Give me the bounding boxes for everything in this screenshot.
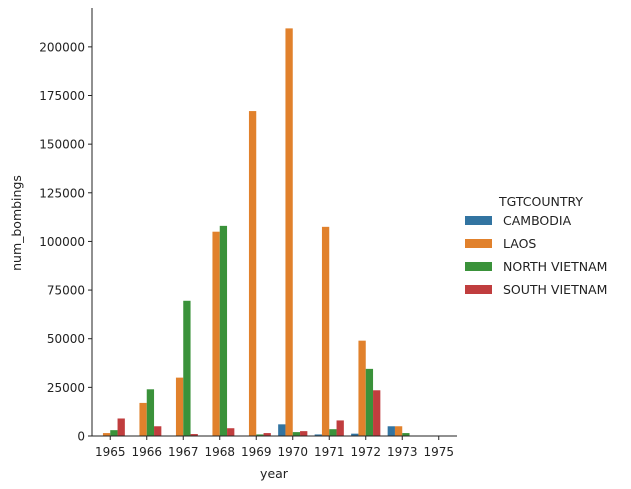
bar-south-vietnam-1971 [336,420,344,436]
y-axis: 0 25000 50000 75000 100000 125000 150000 175000… [39,8,93,444]
bar-laos-1965 [102,433,111,436]
legend-swatch-cambodia [465,216,492,225]
bars-group [102,28,410,436]
legend-title: TGTCOUNTRY [498,194,583,209]
bar-cambodia-1973 [387,426,395,436]
x-axis-label: year [260,466,289,481]
y-tick-label: 100000 [39,235,85,249]
bar-laos-1969 [248,111,257,436]
x-axis: 1965 1966 1967 1968 1969 1970 1971 1972 1973 1975 [92,435,457,459]
bar-north-vietnam-1972 [365,368,374,436]
bar-laos-1970 [285,28,293,436]
bar-south-vietnam-1965 [117,418,125,436]
bar-north-vietnam-1968 [219,225,228,436]
legend: TGTCOUNTRY CAMBODIA LAOS NORTH VIETNAM SOUT… [465,194,607,297]
x-tick-label: 1969 [241,445,272,459]
y-axis-label: num_bombings [9,175,24,271]
x-tick-label: 1967 [168,445,199,459]
bar-south-vietnam-1969 [263,433,271,436]
y-tick-label: 25000 [47,381,85,395]
y-tick-label: 125000 [39,186,85,200]
y-tick-label: 175000 [39,89,85,103]
bar-south-vietnam-1972 [373,390,381,436]
legend-swatch-south-vietnam [465,285,492,294]
bar-laos-1966 [139,402,147,436]
bar-laos-1972 [358,340,366,436]
legend-label: SOUTH VIETNAM [503,282,607,297]
y-tick-label: 200000 [39,40,85,54]
bar-south-vietnam-1970 [300,431,308,436]
x-tick-label: 1970 [277,445,308,459]
bar-north-vietnam-1965 [110,430,118,436]
bar-south-vietnam-1968 [227,428,235,436]
x-tick-label: 1965 [95,445,126,459]
bar-cambodia-1971 [314,434,322,436]
x-tick-label: 1973 [387,445,418,459]
bar-north-vietnam-1970 [292,432,301,436]
bar-north-vietnam-1969 [256,434,264,436]
bar-north-vietnam-1971 [329,429,337,436]
y-tick-label: 50000 [47,332,85,346]
x-tick-label: 1966 [131,445,162,459]
y-tick-label: 75000 [47,284,85,298]
legend-label: NORTH VIETNAM [503,259,607,274]
bar-laos-1971 [321,226,330,436]
bar-north-vietnam-1967 [183,300,191,436]
bar-cambodia-1972 [351,433,359,436]
legend-label: LAOS [503,236,536,251]
bar-south-vietnam-1967 [190,434,198,436]
bar-laos-1967 [175,377,184,436]
bar-north-vietnam-1973 [402,433,410,436]
bar-north-vietnam-1966 [146,389,155,436]
bar-laos-1973 [394,426,403,436]
bar-laos-1968 [212,231,220,436]
x-tick-label: 1971 [314,445,345,459]
legend-swatch-laos [465,239,492,248]
bar-south-vietnam-1966 [154,426,162,436]
legend-swatch-north-vietnam [465,262,492,271]
bar-cambodia-1970 [278,424,286,436]
y-tick-label: 0 [77,430,85,444]
x-tick-label: 1972 [350,445,381,459]
legend-label: CAMBODIA [503,213,572,228]
y-tick-label: 150000 [39,138,85,152]
x-tick-label: 1975 [423,445,454,459]
x-tick-label: 1968 [204,445,235,459]
